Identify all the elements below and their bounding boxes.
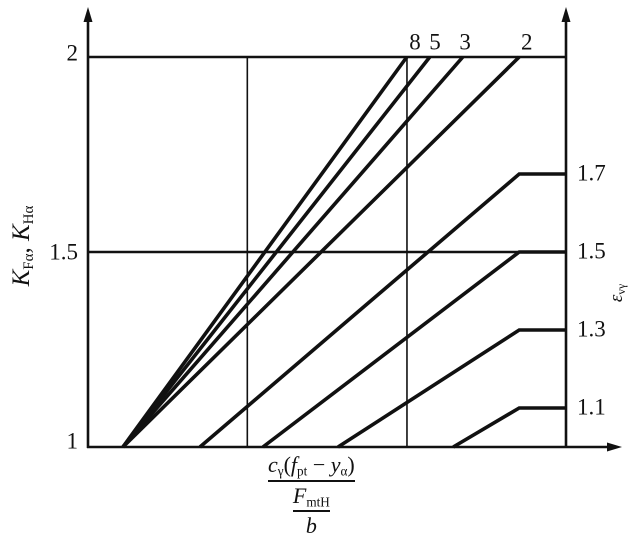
x-title-c-sub: γ (277, 463, 284, 479)
curve-label-top-3: 3 (459, 29, 471, 55)
x-title-minus: − (307, 452, 331, 477)
right-title-epsilon-sub: vγ (616, 283, 629, 295)
x-title-f: f (290, 452, 298, 477)
curve-eps-1.5 (261, 250, 566, 449)
x-title-F: F (292, 482, 307, 508)
x-title-numerator: cγ(fpt − yα) (268, 452, 355, 478)
curve-eps-1.3 (337, 328, 566, 449)
x-axis-title: cγ(fpt − yα) FmtH b (268, 452, 355, 534)
y-tick-1: 1 (66, 428, 79, 454)
curve-eps-5 (121, 55, 432, 449)
curve-label-right-1.3: 1.3 (577, 316, 606, 342)
curve-label-right-1.1: 1.1 (577, 394, 606, 420)
fraction-bar-inner (292, 509, 330, 512)
x-title-denominator: FmtH b (292, 482, 330, 534)
curve-eps-3 (121, 55, 465, 449)
y-title-separator: , (8, 241, 35, 254)
x-title-F-sub: mtH (306, 494, 330, 510)
curve-eps-8 (121, 55, 409, 449)
x-title-c: c (268, 452, 278, 477)
curve-label-right-1.7: 1.7 (577, 160, 606, 186)
y-title-K2: K (8, 224, 35, 241)
y-tick-2: 2 (66, 40, 79, 66)
right-title-epsilon: ε (606, 294, 627, 303)
y-tick-1.5: 1.5 (49, 239, 78, 265)
x-axis-arrow-icon (607, 442, 622, 452)
left-axis-arrow-icon (83, 7, 93, 22)
x-title-f-sub: pt (297, 463, 308, 479)
y-title-K1-sub: Fα (21, 253, 38, 270)
curve-label-right-1.5: 1.5 (577, 238, 606, 264)
curve-label-top-8: 8 (409, 29, 421, 55)
x-title-FmtH: FmtH (293, 483, 330, 509)
curve-label-top-2: 2 (521, 29, 533, 55)
right-axis-title: εvγ (606, 284, 628, 302)
x-title-open-paren: ( (283, 452, 291, 477)
curve-eps-2 (121, 55, 521, 449)
fraction-bar-main (268, 479, 355, 482)
x-title-y: y (330, 452, 341, 477)
y-title-K2-sub: Hα (21, 205, 38, 225)
curve-eps-1.7 (198, 172, 566, 449)
y-title-K1: K (8, 269, 35, 287)
y-axis-title: KFα, KHα (8, 205, 38, 287)
curve-eps-1.1 (452, 406, 566, 449)
curve-label-top-5: 5 (429, 29, 441, 55)
right-axis-arrow-icon (561, 7, 571, 22)
x-title-y-sub: α (340, 463, 348, 479)
x-title-b: b (305, 512, 317, 534)
x-title-close-paren: ) (347, 452, 355, 477)
